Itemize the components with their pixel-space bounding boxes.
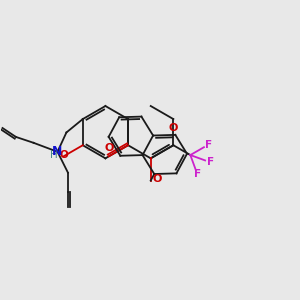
Text: F: F	[205, 140, 212, 150]
Text: F: F	[207, 157, 214, 167]
Text: H: H	[50, 150, 58, 160]
Text: O: O	[59, 150, 68, 160]
Text: O: O	[169, 123, 178, 133]
Text: N: N	[52, 145, 63, 158]
Text: O: O	[104, 143, 113, 153]
Text: O: O	[153, 174, 162, 184]
Text: F: F	[194, 169, 201, 179]
